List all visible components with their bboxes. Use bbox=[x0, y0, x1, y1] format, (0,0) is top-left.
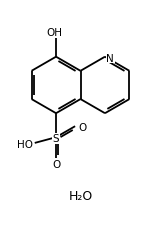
Text: N: N bbox=[106, 54, 114, 64]
Text: HO: HO bbox=[17, 139, 33, 149]
Text: H₂O: H₂O bbox=[68, 189, 93, 202]
Text: S: S bbox=[53, 134, 59, 144]
Text: OH: OH bbox=[47, 28, 63, 38]
Text: O: O bbox=[52, 159, 60, 169]
Text: O: O bbox=[78, 123, 86, 133]
